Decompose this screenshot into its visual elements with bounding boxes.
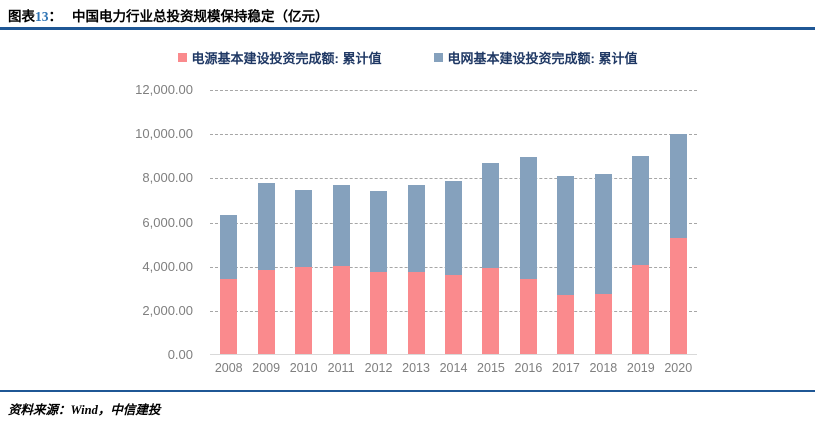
- x-axis-label-2019: 2019: [626, 361, 655, 375]
- bar-2015: [482, 162, 500, 354]
- bar-segment-2011-series1: [332, 185, 350, 266]
- y-axis-label-8000: 8,000.00: [142, 170, 193, 186]
- x-axis-label-2009: 2009: [252, 361, 281, 375]
- axis-baseline: [210, 354, 697, 355]
- x-axis-label-2014: 2014: [439, 361, 468, 375]
- figure-label-colon: ：: [48, 9, 63, 24]
- y-axis: 0.00 2,000.00 4,000.00 6,000.00 8,000.00 10,0…: [0, 82, 193, 362]
- x-axis-label-2013: 2013: [402, 361, 430, 375]
- bar-segment-2009-series0: [257, 270, 275, 354]
- bar-segment-2017-series0: [557, 295, 575, 354]
- bar-segment-2010-series1: [295, 189, 313, 267]
- x-axis-label-2017: 2017: [551, 361, 580, 375]
- bar-segment-2019-series0: [632, 264, 650, 354]
- x-axis-label-2008: 2008: [214, 361, 243, 375]
- footer-rule: [0, 390, 815, 392]
- x-axis-label-2012: 2012: [364, 361, 393, 375]
- bar-2008: [220, 214, 238, 354]
- bar-segment-2020-series0: [669, 238, 687, 354]
- legend-label: 电源基本建设投资完成额: 累计值: [191, 51, 382, 66]
- grid-line-12000: [210, 90, 697, 91]
- chart-legend: 电源基本建设投资完成额: 累计值 电网基本建设投资完成额: 累计值: [0, 48, 815, 67]
- legend-label: 电网基本建设投资完成额: 累计值: [447, 51, 638, 66]
- bar-segment-2015-series1: [482, 162, 500, 268]
- x-axis-label-2020: 2020: [664, 361, 693, 375]
- x-axis-label-2016: 2016: [514, 361, 543, 375]
- bar-2020: [669, 134, 687, 354]
- bar-segment-2010-series0: [295, 266, 313, 354]
- bar-segment-2017-series1: [557, 176, 575, 296]
- x-axis-label-2011: 2011: [327, 361, 355, 375]
- y-axis-label-2000: 2,000.00: [142, 302, 193, 318]
- bar-segment-2014-series1: [445, 180, 462, 275]
- bar-2014: [445, 180, 462, 354]
- legend-item-0: 电源基本建设投资完成额: 累计值: [177, 48, 382, 67]
- bar-segment-2014-series0: [445, 274, 462, 354]
- header-rule: [0, 27, 815, 30]
- bar-2016: [519, 157, 537, 354]
- bar-2010: [295, 189, 313, 354]
- y-axis-label-10000: 10,000.00: [135, 126, 193, 142]
- y-axis-label-4000: 4,000.00: [142, 258, 193, 274]
- bar-2018: [594, 174, 612, 354]
- bar-2019: [632, 156, 650, 354]
- y-axis-label-12000: 12,000.00: [135, 82, 193, 97]
- bar-2013: [407, 185, 425, 354]
- figure-header: 图表13： 中国电力行业总投资规模保持稳定（亿元）: [8, 5, 329, 25]
- figure-title: 中国电力行业总投资规模保持稳定（亿元）: [72, 9, 329, 24]
- y-axis-label-0: 0.00: [167, 347, 193, 362]
- bar-segment-2019-series1: [632, 156, 650, 265]
- figure-label-prefix: 图表: [8, 9, 35, 24]
- grid-line-10000: [210, 134, 697, 136]
- source-note: 资料来源：Wind，中信建投: [8, 403, 161, 417]
- bar-segment-2008-series0: [220, 278, 238, 354]
- bar-segment-2018-series1: [594, 174, 612, 295]
- bar-segment-2013-series0: [407, 272, 425, 354]
- bar-segment-2008-series1: [220, 214, 238, 279]
- bar-2011: [332, 185, 350, 354]
- bar-segment-2016-series0: [519, 278, 537, 354]
- bar-2009: [257, 182, 275, 354]
- x-axis: 2008 2009 2010 2011 2012 2013 2014 2015 2016 2017…: [210, 361, 697, 379]
- figure-number: 13: [35, 9, 49, 24]
- legend-item-1: 电网基本建设投资完成额: 累计值: [433, 48, 638, 67]
- bar-segment-2016-series1: [519, 157, 537, 279]
- bar-segment-2012-series0: [370, 272, 388, 354]
- chart-plot: [210, 90, 697, 355]
- bar-segment-2009-series1: [257, 182, 275, 271]
- bar-segment-2018-series0: [594, 294, 612, 354]
- bar-2012: [370, 190, 388, 354]
- bar-segment-2020-series1: [669, 134, 687, 239]
- y-axis-label-6000: 6,000.00: [142, 214, 193, 230]
- x-axis-label-2015: 2015: [477, 361, 505, 375]
- grid-line-8000: [210, 178, 697, 180]
- legend-swatch-icon: [433, 53, 443, 62]
- bar-segment-2011-series0: [332, 265, 350, 354]
- bar-segment-2015-series0: [482, 267, 500, 354]
- x-axis-label-2018: 2018: [589, 361, 618, 375]
- bar-segment-2012-series1: [370, 190, 388, 273]
- legend-swatch-icon: [177, 53, 187, 62]
- bar-segment-2013-series1: [407, 185, 425, 273]
- bar-2017: [557, 176, 575, 354]
- x-axis-label-2010: 2010: [289, 361, 318, 375]
